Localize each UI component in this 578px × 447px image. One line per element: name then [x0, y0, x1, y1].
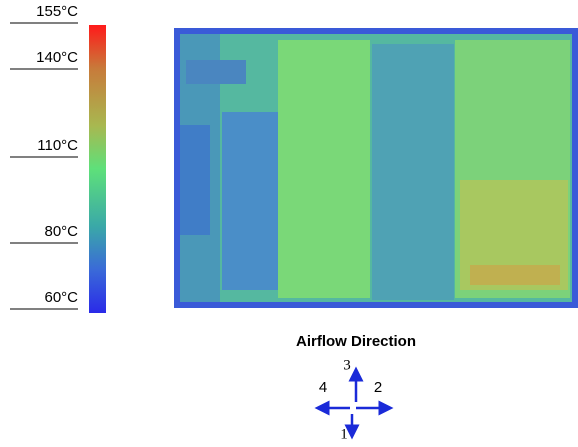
thermal-image: [174, 28, 578, 308]
scale-label: 155°C: [36, 3, 78, 20]
direction-label: 4: [319, 379, 327, 396]
scale-label: 110°C: [37, 137, 78, 154]
scale-label: 80°C: [44, 223, 78, 240]
direction-label: 2: [374, 379, 382, 396]
airflow-legend: Airflow Direction 3 2 4 1: [296, 333, 416, 442]
scale-label: 140°C: [36, 49, 78, 66]
scale-label: 60°C: [44, 289, 78, 306]
color-bar: [89, 25, 106, 313]
direction-label: 3: [343, 357, 351, 373]
airflow-title: Airflow Direction: [296, 333, 416, 350]
temperature-scale: 155°C 140°C 110°C 80°C 60°C: [10, 3, 106, 313]
direction-label: 1: [340, 426, 348, 442]
